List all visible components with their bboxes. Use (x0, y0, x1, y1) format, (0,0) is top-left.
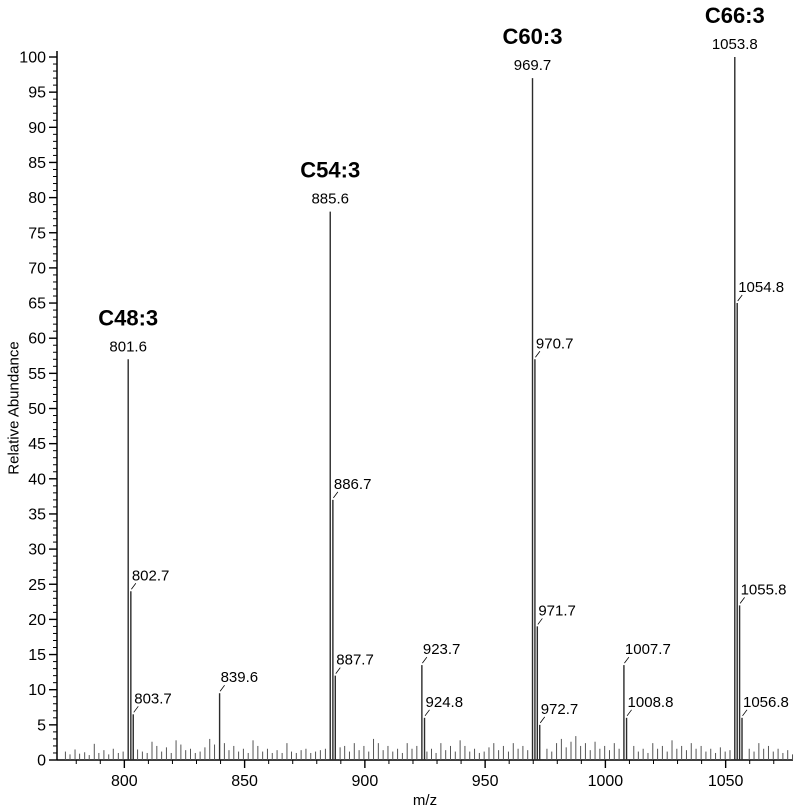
svg-text:25: 25 (28, 577, 46, 594)
svg-text:887.7: 887.7 (336, 652, 374, 669)
svg-text:1008.8: 1008.8 (628, 694, 674, 711)
svg-text:800: 800 (111, 773, 138, 790)
svg-text:802.7: 802.7 (132, 567, 170, 584)
svg-text:886.7: 886.7 (334, 476, 372, 493)
svg-text:850: 850 (231, 773, 258, 790)
svg-text:839.6: 839.6 (221, 669, 259, 686)
svg-text:45: 45 (28, 436, 46, 453)
svg-text:65: 65 (28, 296, 46, 313)
svg-text:100: 100 (19, 50, 46, 67)
svg-text:80: 80 (28, 190, 46, 207)
svg-text:C48:3: C48:3 (98, 305, 158, 330)
svg-text:971.7: 971.7 (538, 602, 576, 619)
peak-labels: 801.6 C48:3 802.7 803.7 839.6 885.6 C54:3 886.7… (98, 3, 789, 724)
svg-text:95: 95 (28, 85, 46, 102)
svg-text:75: 75 (28, 225, 46, 242)
svg-text:1054.8: 1054.8 (738, 279, 784, 296)
svg-text:1056.8: 1056.8 (743, 694, 789, 711)
svg-text:801.6: 801.6 (109, 338, 147, 355)
svg-text:5: 5 (37, 717, 46, 734)
x-axis-title: m/z (412, 792, 438, 809)
svg-text:969.7: 969.7 (514, 57, 552, 74)
svg-text:803.7: 803.7 (134, 690, 172, 707)
svg-text:924.8: 924.8 (426, 694, 464, 711)
svg-text:972.7: 972.7 (541, 701, 579, 718)
svg-text:0: 0 (37, 753, 46, 770)
svg-text:10: 10 (28, 682, 46, 699)
svg-text:885.6: 885.6 (311, 191, 349, 208)
peaks (127, 57, 743, 760)
svg-text:1053.8: 1053.8 (712, 36, 758, 53)
svg-text:970.7: 970.7 (536, 335, 574, 352)
svg-text:950: 950 (472, 773, 499, 790)
svg-text:55: 55 (28, 366, 46, 383)
svg-text:1000: 1000 (588, 773, 624, 790)
svg-text:90: 90 (28, 120, 46, 137)
svg-text:1050: 1050 (708, 773, 744, 790)
svg-text:85: 85 (28, 155, 46, 172)
svg-text:30: 30 (28, 542, 46, 559)
axes: 0 5 10 15 20 25 30 35 40 45 50 55 60 65 70 75 80 85 90 95 10… (19, 50, 793, 790)
svg-text:1055.8: 1055.8 (741, 581, 787, 598)
svg-text:20: 20 (28, 612, 46, 629)
svg-text:C54:3: C54:3 (300, 158, 360, 183)
svg-text:70: 70 (28, 260, 46, 277)
svg-text:900: 900 (352, 773, 379, 790)
svg-text:15: 15 (28, 647, 46, 664)
svg-text:35: 35 (28, 506, 46, 523)
svg-text:1007.7: 1007.7 (625, 641, 671, 658)
svg-text:C66:3: C66:3 (705, 3, 765, 28)
y-axis-title: Relative Abundance (5, 341, 23, 475)
noise-peaks (64, 736, 794, 760)
svg-text:40: 40 (28, 471, 46, 488)
svg-text:923.7: 923.7 (423, 641, 461, 658)
svg-text:C60:3: C60:3 (503, 24, 563, 49)
svg-text:60: 60 (28, 331, 46, 348)
svg-text:50: 50 (28, 401, 46, 418)
